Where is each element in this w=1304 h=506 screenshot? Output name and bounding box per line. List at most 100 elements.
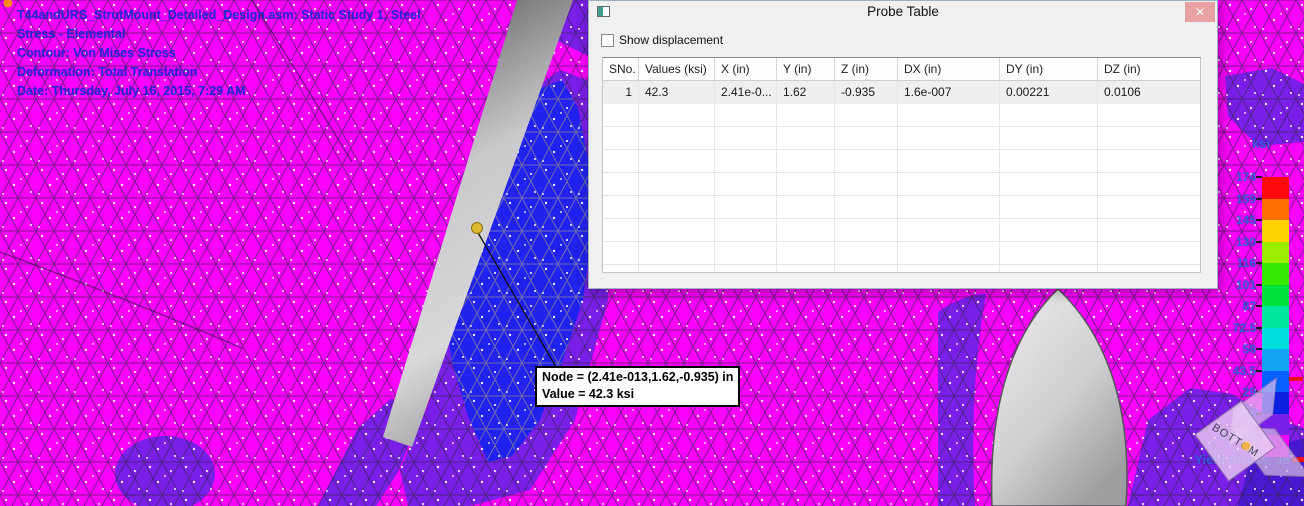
table-cell xyxy=(777,150,835,172)
table-cell xyxy=(1098,196,1200,218)
table-cell xyxy=(777,127,835,149)
table-empty-row xyxy=(603,196,1200,219)
table-cell xyxy=(835,104,898,126)
table-cell: 42.3 xyxy=(639,81,715,104)
table-empty-row xyxy=(603,265,1200,272)
table-cell xyxy=(603,173,639,195)
close-button[interactable]: ✕ xyxy=(1185,2,1215,22)
table-cell xyxy=(639,242,715,264)
table-cell xyxy=(715,265,777,272)
table-cell xyxy=(715,104,777,126)
probe-callout-value: Value = 42.3 ksi xyxy=(542,387,635,401)
table-cell xyxy=(898,196,1000,218)
table-cell xyxy=(603,150,639,172)
table-cell xyxy=(835,242,898,264)
column-header[interactable]: Z (in) xyxy=(835,58,898,80)
table-cell xyxy=(1000,150,1098,172)
table-cell xyxy=(715,173,777,195)
table-cell: 0.00221 xyxy=(1000,81,1098,104)
table-cell xyxy=(1000,104,1098,126)
dialog-window-icon xyxy=(597,6,610,17)
view-cube-origin-dot xyxy=(1242,442,1250,450)
table-cell xyxy=(1000,265,1098,272)
column-header[interactable]: SNo. xyxy=(603,58,639,80)
table-body: 1 42.3 2.41e-0... 1.62 -0.935 1.6e-007 0.00221… xyxy=(603,81,1200,272)
table-cell xyxy=(1098,265,1200,272)
table-empty-row xyxy=(603,150,1200,173)
table-cell xyxy=(603,196,639,218)
table-cell xyxy=(1000,242,1098,264)
probe-callout: Node = (2.41e-013,1.62,-0.935) in Value … xyxy=(535,366,741,407)
column-header[interactable]: X (in) xyxy=(715,58,777,80)
show-displacement-row[interactable]: Show displacement xyxy=(601,33,723,47)
table-cell xyxy=(777,196,835,218)
table-cell: 1 xyxy=(603,81,639,104)
show-displacement-label[interactable]: Show displacement xyxy=(619,33,724,47)
table-cell xyxy=(898,104,1000,126)
column-header[interactable]: DX (in) xyxy=(898,58,1000,80)
table-cell xyxy=(898,173,1000,195)
table-cell: 1.6e-007 xyxy=(898,81,1000,104)
show-displacement-checkbox[interactable] xyxy=(601,33,614,47)
table-cell xyxy=(639,173,715,195)
table-cell xyxy=(715,150,777,172)
table-cell xyxy=(835,265,898,272)
table-cell xyxy=(777,104,835,126)
table-cell xyxy=(777,265,835,272)
table-empty-row xyxy=(603,104,1200,127)
table-cell xyxy=(1000,173,1098,195)
table-cell: 1.62 xyxy=(777,81,835,104)
probe-node-marker xyxy=(471,222,483,234)
table-empty-row xyxy=(603,242,1200,265)
result-info-line: Stress - Elemental xyxy=(17,27,126,41)
result-info-block: T44andURS_StrutMount_Detailed_Design.asm… xyxy=(17,6,421,101)
table-cell xyxy=(639,127,715,149)
table-cell xyxy=(603,104,639,126)
table-cell xyxy=(777,173,835,195)
table-cell xyxy=(1000,219,1098,241)
table-cell xyxy=(1098,242,1200,264)
table-cell xyxy=(639,196,715,218)
max-stress-marker xyxy=(3,0,13,8)
result-info-line: Deformation: Total Translation xyxy=(17,65,198,79)
table-cell xyxy=(777,242,835,264)
column-header[interactable]: Values (ksi) xyxy=(639,58,715,80)
result-info-line: Contour: Von Mises Stress xyxy=(17,46,176,60)
table-cell xyxy=(639,150,715,172)
column-header[interactable]: DY (in) xyxy=(1000,58,1098,80)
table-cell xyxy=(715,127,777,149)
table-cell xyxy=(639,104,715,126)
table-cell xyxy=(835,173,898,195)
result-info-line: Date: Thursday, July 16, 2015, 7:29 AM xyxy=(17,84,246,98)
table-cell: -0.935 xyxy=(835,81,898,104)
table-cell xyxy=(1098,127,1200,149)
table-cell xyxy=(898,219,1000,241)
table-cell xyxy=(1098,219,1200,241)
table-cell xyxy=(898,265,1000,272)
view-orientation-cube[interactable]: BOTTOM xyxy=(1194,377,1304,496)
dialog-titlebar[interactable]: Probe Table ✕ xyxy=(589,1,1217,24)
probe-table-dialog: Probe Table ✕ Show displacement SNo. Valu… xyxy=(588,0,1218,289)
result-info-line: T44andURS_StrutMount_Detailed_Design.asm… xyxy=(17,8,421,22)
table-empty-row xyxy=(603,173,1200,196)
table-row[interactable]: 1 42.3 2.41e-0... 1.62 -0.935 1.6e-007 0.00221… xyxy=(603,81,1200,104)
table-cell xyxy=(898,127,1000,149)
table-empty-row xyxy=(603,127,1200,150)
table-cell xyxy=(1098,150,1200,172)
table-cell xyxy=(777,219,835,241)
column-header[interactable]: DZ (in) xyxy=(1104,62,1141,76)
table-cell xyxy=(898,150,1000,172)
table-cell xyxy=(603,265,639,272)
table-cell xyxy=(639,219,715,241)
table-cell xyxy=(715,196,777,218)
table-cell xyxy=(603,127,639,149)
table-cell xyxy=(1098,104,1200,126)
dialog-title: Probe Table xyxy=(867,4,939,19)
column-header[interactable]: Y (in) xyxy=(777,58,835,80)
table-cell xyxy=(835,127,898,149)
table-empty-row xyxy=(603,219,1200,242)
table-cell xyxy=(898,242,1000,264)
table-cell xyxy=(835,150,898,172)
table-cell xyxy=(835,219,898,241)
